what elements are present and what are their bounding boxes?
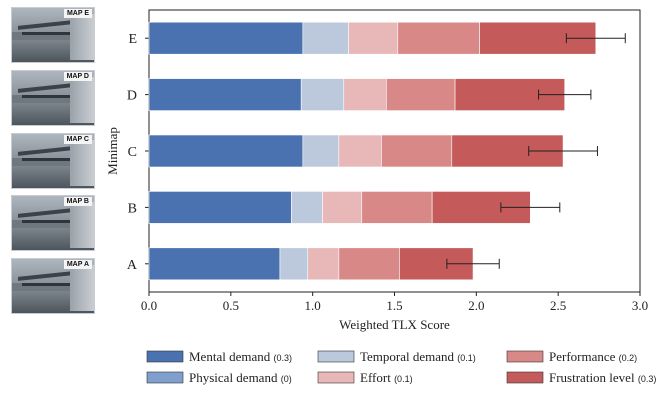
bar-segment	[322, 191, 363, 224]
y-tick-label: E	[128, 32, 137, 47]
bar-segment	[338, 134, 382, 168]
x-tick-label: 1.0	[305, 298, 321, 313]
minimap-thumbnail-b: MAP B	[11, 195, 95, 251]
bar-segment	[148, 78, 302, 111]
bar-segment	[386, 78, 456, 111]
bar-segment	[381, 134, 453, 168]
legend-swatch	[146, 350, 184, 363]
bar-segment	[148, 21, 304, 55]
plot-area: 0.0 0.5 1.0 1.5 2.0 2.5 3.0 Weighted TLX Score A…	[105, 9, 648, 332]
minimap-thumbnail-d: MAP D	[11, 70, 95, 126]
x-tick-label: 1.5	[386, 298, 402, 313]
minimap-thumbnail-e: MAP E	[11, 7, 95, 63]
bar-segment	[300, 78, 345, 111]
y-tick-label: C	[128, 145, 137, 160]
legend: Mental demand (0.3) Physical demand (0) Te…	[146, 349, 656, 385]
tlx-stacked-bar-chart: 0.0 0.5 1.0 1.5 2.0 2.5 3.0 Weighted TLX Score A…	[105, 9, 656, 385]
bar-segment	[343, 78, 387, 111]
x-axis-label: Weighted TLX Score	[339, 317, 450, 332]
minimap-label: MAP E	[63, 9, 92, 18]
minimap-thumbnail-c: MAP C	[11, 133, 95, 189]
bar-segment	[361, 191, 433, 224]
minimap-thumbnails: MAP E MAP D MAP C MAP B MAP A	[0, 0, 100, 394]
legend-swatch	[506, 371, 544, 384]
bar-segment	[338, 247, 400, 281]
bar-segment	[348, 21, 399, 55]
bar-segment	[397, 21, 480, 55]
x-tick-label: 3.0	[632, 298, 648, 313]
x-tick-label: 0.5	[223, 298, 239, 313]
minimap-label: MAP A	[63, 260, 92, 269]
legend-entry: Frustration level (0.3)	[549, 370, 656, 385]
y-tick-label: B	[128, 201, 137, 216]
legend-entry: Physical demand (0)	[189, 370, 292, 385]
minimap-label: MAP B	[63, 197, 92, 206]
bar-segment	[148, 247, 281, 281]
minimap-thumbnail-a: MAP A	[11, 258, 95, 314]
bar-segment	[307, 247, 340, 281]
legend-swatch	[317, 371, 355, 384]
legend-entry: Mental demand (0.3)	[189, 349, 292, 364]
bar-segment	[148, 134, 304, 168]
x-tick-label: 2.5	[550, 298, 566, 313]
minimap-label: MAP C	[63, 135, 92, 144]
bar-segment	[279, 247, 309, 281]
legend-entry: Performance (0.2)	[549, 349, 637, 364]
bar-segment	[302, 21, 349, 55]
bar-segment	[148, 191, 292, 224]
minimap-label: MAP D	[63, 72, 92, 81]
legend-swatch	[506, 350, 544, 363]
y-axis-label: Minimap	[105, 127, 120, 175]
bar-segment	[291, 191, 323, 224]
legend-entry: Effort (0.1)	[360, 370, 413, 385]
legend-entry: Temporal demand (0.1)	[360, 349, 476, 364]
legend-swatch	[317, 350, 355, 363]
x-tick-label: 2.0	[468, 298, 484, 313]
x-tick-label: 0.0	[141, 298, 157, 313]
bar-segment	[302, 134, 340, 168]
y-tick-label: D	[127, 89, 137, 104]
y-tick-label: A	[127, 258, 138, 273]
legend-swatch	[146, 371, 184, 384]
